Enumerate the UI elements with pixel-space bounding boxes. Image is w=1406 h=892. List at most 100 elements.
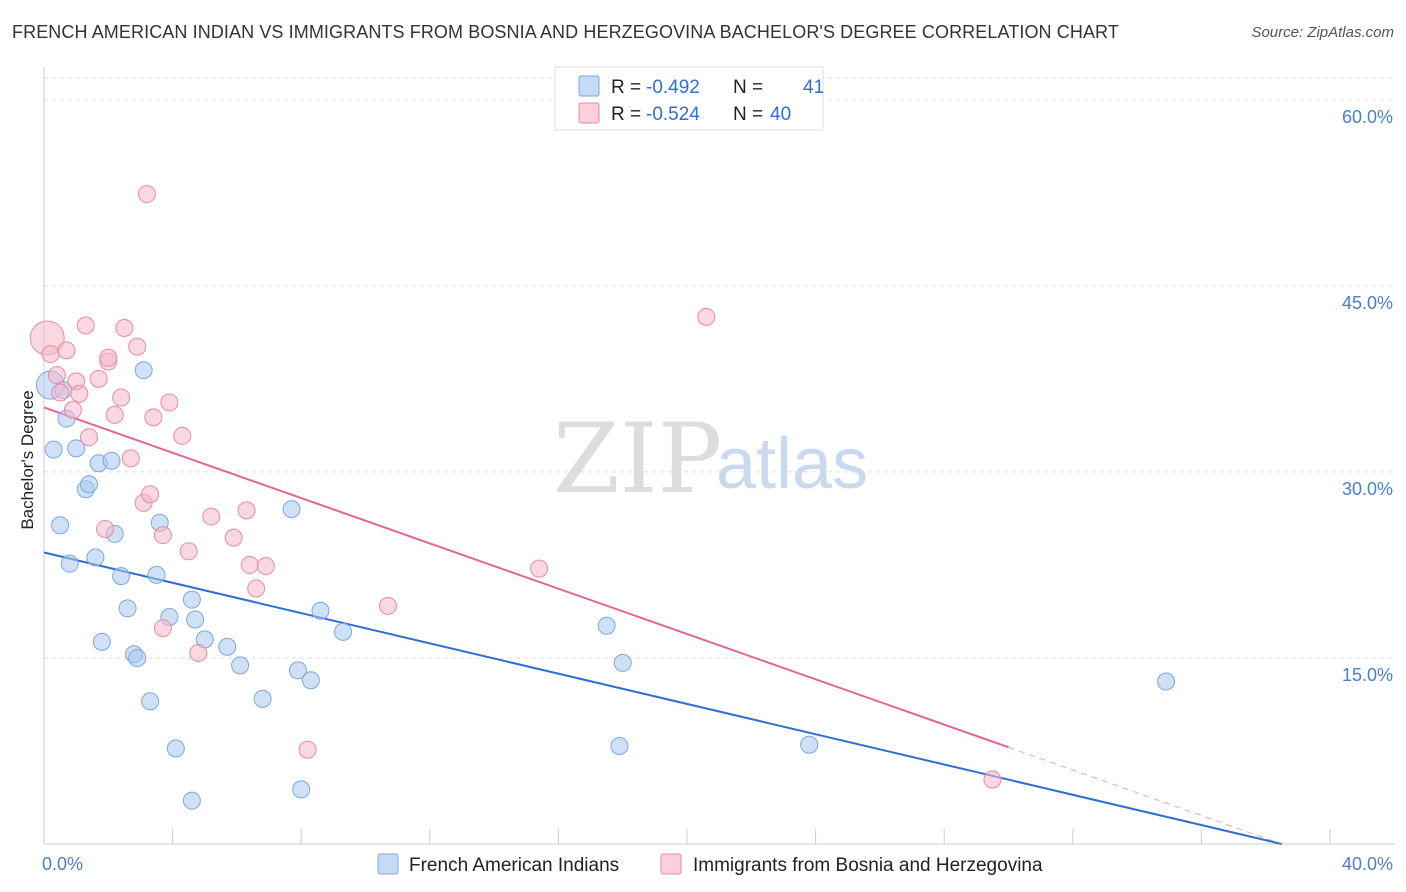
point-series-2 (99, 348, 118, 367)
point-series-2 (89, 369, 108, 388)
bottom-legend-label-2: Immigrants from Bosnia and Herzegovina (693, 855, 1043, 876)
point-series-2 (153, 526, 172, 545)
point-series-1 (141, 692, 160, 711)
point-series-1 (231, 656, 250, 675)
bottom-legend: French American Indians Immigrants from … (377, 853, 1043, 876)
point-series-1 (44, 440, 63, 459)
point-series-2 (697, 307, 716, 326)
point-series-1 (182, 590, 201, 609)
legend-n-label-2: N = (733, 104, 763, 125)
point-series-2 (76, 316, 95, 335)
trend-line-1 (43, 551, 1283, 845)
point-series-2 (96, 519, 115, 538)
point-series-1 (60, 554, 79, 573)
point-series-2 (224, 528, 243, 547)
point-series-2 (112, 388, 131, 407)
point-series-2 (237, 501, 256, 520)
point-series-1 (333, 622, 352, 641)
point-series-2 (144, 408, 163, 427)
point-series-1 (118, 599, 137, 618)
x-tick-label-max: 40.0% (1342, 854, 1393, 874)
legend-r-label-1: R = (611, 77, 641, 98)
point-series-2 (379, 596, 398, 615)
point-series-1 (128, 648, 147, 667)
point-series-1 (610, 737, 629, 756)
point-series-1 (613, 653, 632, 672)
point-series-1 (311, 601, 330, 620)
legend-swatch-pink (578, 102, 600, 124)
point-series-1 (166, 739, 185, 758)
point-series-2 (63, 400, 82, 419)
point-series-1 (218, 637, 237, 656)
bottom-legend-swatch-blue (377, 853, 399, 875)
legend-n-label-1: N = (733, 77, 763, 98)
point-series-1 (800, 735, 819, 754)
point-series-1 (67, 439, 86, 458)
point-series-1 (282, 500, 301, 519)
point-series-2 (189, 643, 208, 662)
point-series-1 (80, 475, 99, 494)
point-series-2 (247, 579, 266, 598)
point-series-1 (288, 661, 307, 680)
point-series-2 (80, 428, 99, 447)
data-points (29, 185, 1176, 810)
point-series-1 (1157, 672, 1176, 691)
y-tick-label: 30.0% (1342, 479, 1393, 499)
point-series-2 (256, 557, 275, 576)
legend-r-value-2: -0.524 (646, 104, 700, 125)
point-series-2 (57, 341, 76, 360)
y-tick-label: 60.0% (1342, 107, 1393, 127)
legend-r-label-2: R = (611, 104, 641, 125)
legend-n-value-1: 41 (803, 77, 824, 98)
y-tick-label: 15.0% (1342, 665, 1393, 685)
point-series-1 (253, 689, 272, 708)
chart-title: FRENCH AMERICAN INDIAN VS IMMIGRANTS FRO… (12, 22, 1119, 42)
legend: R = -0.492 N = 41 R = -0.524 N = 40 (554, 66, 824, 131)
point-series-2 (141, 485, 160, 504)
point-series-2 (202, 507, 221, 526)
legend-box (554, 66, 824, 131)
watermark-atlas: atlas (716, 424, 868, 504)
point-series-1 (186, 610, 205, 629)
point-series-2 (41, 345, 60, 364)
point-series-2 (530, 559, 549, 578)
point-series-1 (301, 671, 320, 690)
point-series-1 (112, 567, 131, 586)
axes (43, 67, 1395, 845)
point-series-2 (137, 185, 156, 204)
point-series-1 (51, 516, 70, 535)
bottom-legend-swatch-pink (660, 853, 682, 875)
y-tick-labels: 15.0% 30.0% 45.0% 60.0% (1342, 107, 1393, 685)
point-series-2 (179, 542, 198, 561)
trend-line-2 (43, 406, 1009, 749)
point-series-2 (115, 319, 134, 338)
point-series-2 (105, 405, 124, 424)
x-tick-label-min: 0.0% (42, 854, 83, 874)
point-series-1 (92, 632, 111, 651)
y-tick-label: 45.0% (1342, 293, 1393, 313)
point-series-1 (147, 565, 166, 584)
point-series-2 (70, 384, 89, 403)
point-series-1 (134, 361, 153, 380)
point-series-1 (102, 451, 121, 470)
watermark-zip: ZIP (553, 403, 722, 515)
watermark: ZIP atlas (553, 403, 868, 515)
point-series-2 (298, 740, 317, 759)
point-series-2 (173, 426, 192, 445)
point-series-2 (160, 393, 179, 412)
point-series-2 (51, 383, 70, 402)
point-series-2 (128, 337, 147, 356)
point-series-2 (240, 555, 259, 574)
bottom-legend-label-1: French American Indians (409, 855, 619, 876)
source-label: Source: ZipAtlas.com (1251, 24, 1394, 41)
point-series-1 (86, 548, 105, 567)
legend-swatch-blue (578, 75, 600, 97)
x-tick-labels: 0.0% 40.0% (42, 854, 1393, 874)
point-series-1 (597, 616, 616, 635)
point-series-2 (983, 770, 1002, 789)
point-series-2 (121, 449, 140, 468)
point-series-2 (153, 619, 172, 638)
trend-lines (43, 406, 1283, 845)
legend-r-value-1: -0.492 (646, 77, 700, 98)
